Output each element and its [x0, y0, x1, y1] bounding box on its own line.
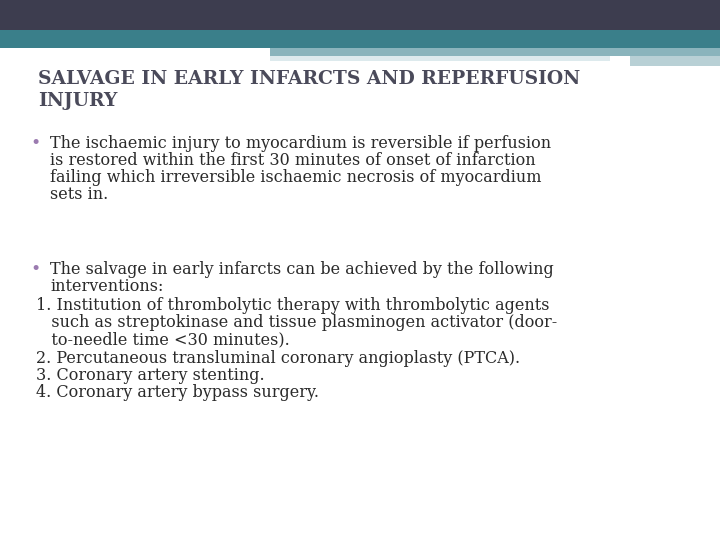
Text: 4. Coronary artery bypass surgery.: 4. Coronary artery bypass surgery. — [36, 384, 319, 401]
Text: SALVAGE IN EARLY INFARCTS AND REPERFUSION: SALVAGE IN EARLY INFARCTS AND REPERFUSIO… — [38, 70, 580, 88]
Bar — [270, 48, 720, 56]
Text: The salvage in early infarcts can be achieved by the following: The salvage in early infarcts can be ach… — [50, 261, 554, 278]
Text: to-needle time <30 minutes).: to-needle time <30 minutes). — [36, 331, 289, 348]
Text: The ischaemic injury to myocardium is reversible if perfusion: The ischaemic injury to myocardium is re… — [50, 135, 551, 152]
Text: is restored within the first 30 minutes of onset of infarction: is restored within the first 30 minutes … — [50, 152, 536, 169]
Text: interventions:: interventions: — [50, 278, 163, 295]
Text: failing which irreversible ischaemic necrosis of myocardium: failing which irreversible ischaemic nec… — [50, 169, 541, 186]
Text: •: • — [30, 134, 40, 152]
Bar — [630, 56, 720, 66]
Text: 2. Percutaneous transluminal coronary angioplasty (PTCA).: 2. Percutaneous transluminal coronary an… — [36, 350, 520, 367]
Text: such as streptokinase and tissue plasminogen activator (door-: such as streptokinase and tissue plasmin… — [36, 314, 557, 331]
Bar — [270, 56, 610, 61]
Text: 3. Coronary artery stenting.: 3. Coronary artery stenting. — [36, 367, 265, 384]
Text: sets in.: sets in. — [50, 186, 108, 203]
Text: 1. Institution of thrombolytic therapy with thrombolytic agents: 1. Institution of thrombolytic therapy w… — [36, 297, 549, 314]
Text: •: • — [30, 260, 40, 278]
Bar — [0, 0, 720, 30]
Bar — [0, 30, 720, 48]
Text: INJURY: INJURY — [38, 92, 117, 110]
